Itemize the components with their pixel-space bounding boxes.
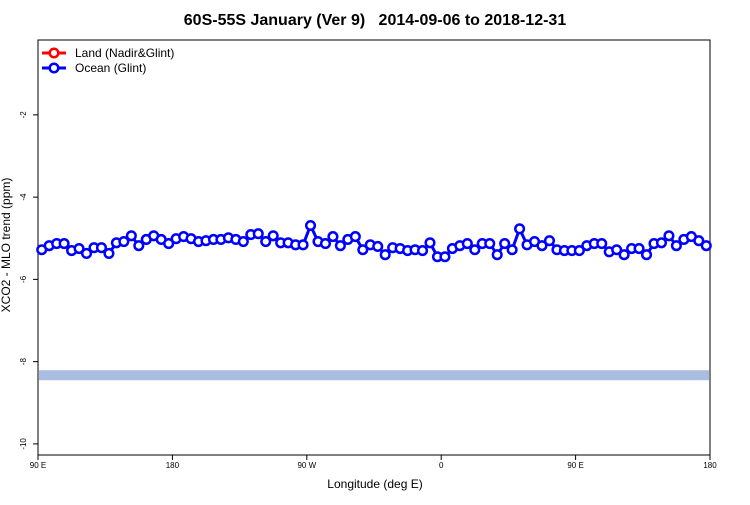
y-tick-label: -2 xyxy=(19,111,28,119)
y-axis-label: XCO2 - MLO trend (ppm) xyxy=(0,178,13,313)
data-point xyxy=(514,223,526,235)
y-tick-label: -6 xyxy=(19,275,28,283)
data-point xyxy=(349,231,361,243)
data-point xyxy=(372,240,384,253)
data-point xyxy=(663,230,675,242)
x-tick-label: 90 W xyxy=(297,461,316,470)
x-tick-label: 90 E xyxy=(30,461,46,470)
legend-entry: Land (Nadir&Glint) xyxy=(42,46,174,60)
data-point xyxy=(80,247,93,260)
data-point xyxy=(640,249,653,261)
data-point xyxy=(334,240,346,252)
y-tick-label: -4 xyxy=(19,193,28,201)
data-point xyxy=(573,245,585,257)
data-point xyxy=(439,251,451,263)
data-point xyxy=(491,249,503,261)
data-point xyxy=(700,240,712,252)
data-point xyxy=(267,230,279,242)
data-point xyxy=(655,237,668,249)
data-point xyxy=(103,247,115,260)
data-point xyxy=(424,237,436,249)
x-tick-label: 180 xyxy=(166,461,180,470)
data-point xyxy=(484,238,496,250)
data-point xyxy=(252,228,264,240)
x-tick-label: 0 xyxy=(439,461,444,470)
y-tick-label: -10 xyxy=(19,438,28,450)
data-point xyxy=(73,242,85,255)
data-point xyxy=(297,239,309,251)
legend-marker xyxy=(48,62,60,74)
y-tick-label: -8 xyxy=(19,358,28,366)
legend-label: Ocean (Glint) xyxy=(75,61,146,75)
legend-label: Land (Nadir&Glint) xyxy=(75,46,174,60)
legend-entry: Ocean (Glint) xyxy=(42,61,146,75)
data-point xyxy=(260,235,272,248)
data-point xyxy=(133,240,145,252)
legend-marker xyxy=(48,47,60,59)
x-tick-label: 90 E xyxy=(567,461,583,470)
data-point xyxy=(163,238,175,250)
data-point xyxy=(506,244,518,256)
x-tick-label: 180 xyxy=(703,461,717,470)
data-point xyxy=(118,235,130,248)
data-point xyxy=(416,245,429,257)
data-point xyxy=(618,249,630,261)
data-point xyxy=(461,238,473,250)
data-point xyxy=(693,235,705,247)
data-point xyxy=(611,244,623,256)
chart-title: 60S-55S January (Ver 9) 2014-09-06 to 20… xyxy=(184,12,567,29)
data-point xyxy=(237,235,249,248)
data-point xyxy=(670,240,682,252)
data-point xyxy=(633,242,645,255)
data-point xyxy=(58,238,70,250)
data-point xyxy=(304,219,317,232)
data-point xyxy=(95,242,108,254)
data-point xyxy=(469,244,481,256)
data-point xyxy=(319,238,332,250)
data-point xyxy=(596,238,608,250)
data-point xyxy=(125,230,137,242)
data-point xyxy=(327,231,339,243)
data-point xyxy=(543,235,556,247)
data-point xyxy=(499,238,511,250)
x-axis-label: Longitude (deg E) xyxy=(327,477,422,491)
data-point xyxy=(357,244,369,256)
data-point xyxy=(379,249,391,261)
data-point xyxy=(536,240,548,252)
coverage-band xyxy=(39,370,709,381)
